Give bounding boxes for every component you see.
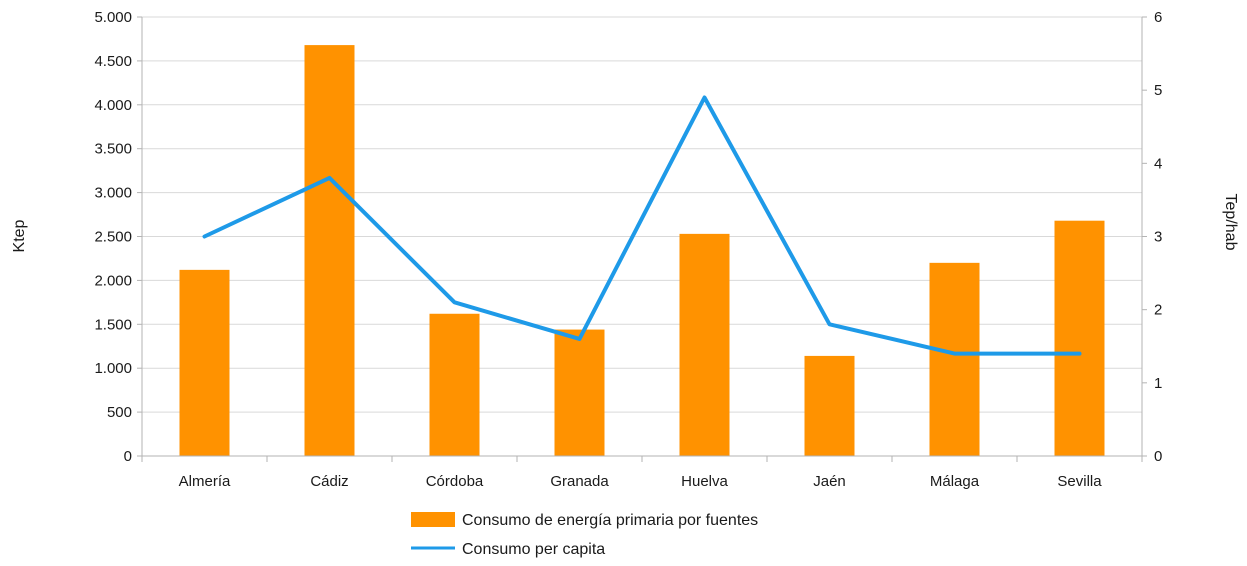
right-tick-label: 6 (1154, 9, 1162, 26)
legend-label-bar: Consumo de energía primaria por fuentes (462, 512, 758, 529)
line-point (579, 338, 580, 340)
line-point (704, 96, 705, 98)
gridlines (142, 16, 1142, 457)
x-tick-label: Granada (550, 473, 609, 490)
bar (554, 329, 605, 456)
bar (679, 233, 730, 456)
legend-swatch-bar (411, 512, 455, 527)
line-point (954, 353, 955, 355)
right-tick-label: 4 (1154, 155, 1162, 172)
line-series (202, 95, 1082, 356)
bar (929, 262, 980, 456)
left-tick-label: 500 (107, 404, 132, 421)
left-tick-label: 2.000 (94, 272, 132, 289)
bar (1054, 220, 1105, 456)
left-tick-label: 1.500 (94, 316, 132, 333)
left-tick-label: 2.500 (94, 229, 132, 246)
line-point (829, 323, 830, 325)
x-tick-label: Málaga (930, 473, 980, 490)
x-tick-label: Jaén (813, 473, 846, 490)
right-axis-ticks: 0 1 2 3 4 5 6 (1142, 9, 1162, 465)
x-tick-label: Cádiz (310, 473, 348, 490)
right-tick-label: 2 (1154, 302, 1162, 319)
left-tick-label: 0 (124, 448, 132, 465)
x-tick-label: Córdoba (426, 473, 484, 490)
left-tick-label: 5.000 (94, 9, 132, 26)
line-path (202, 95, 1082, 356)
x-tick-label: Huelva (681, 473, 728, 490)
bar (429, 313, 480, 456)
right-tick-label: 5 (1154, 82, 1162, 99)
bar (304, 45, 355, 456)
line-point (329, 177, 330, 179)
left-tick-label: 4.500 (94, 53, 132, 70)
legend-label-line: Consumo per capita (462, 541, 605, 558)
bar (804, 355, 855, 456)
line-point (204, 236, 205, 237)
left-tick-label: 4.000 (94, 97, 132, 114)
right-tick-label: 0 (1154, 448, 1162, 465)
line-point (1079, 353, 1080, 355)
left-axis-title: Ktep (11, 219, 28, 252)
right-tick-label: 3 (1154, 229, 1162, 246)
x-tick-label: Sevilla (1057, 473, 1102, 490)
x-axis-ticks: Almería Cádiz Córdoba Granada Huelva Jaén Mála… (141, 456, 1143, 490)
left-tick-label: 3.000 (94, 185, 132, 202)
right-tick-label: 1 (1154, 375, 1162, 392)
left-tick-label: 1.000 (94, 360, 132, 377)
left-tick-label: 3.500 (94, 141, 132, 158)
bar-series (179, 45, 1105, 456)
line-point (454, 301, 455, 303)
right-axis-title: Tep/hab (1222, 194, 1239, 251)
left-axis-ticks: 0 500 1.000 1.500 2.000 2.500 3.000 3.500 4.000 4… (94, 9, 142, 465)
legend: Consumo de energía primaria por fuentes … (411, 512, 758, 558)
bar (179, 269, 230, 456)
x-tick-label: Almería (179, 473, 231, 490)
